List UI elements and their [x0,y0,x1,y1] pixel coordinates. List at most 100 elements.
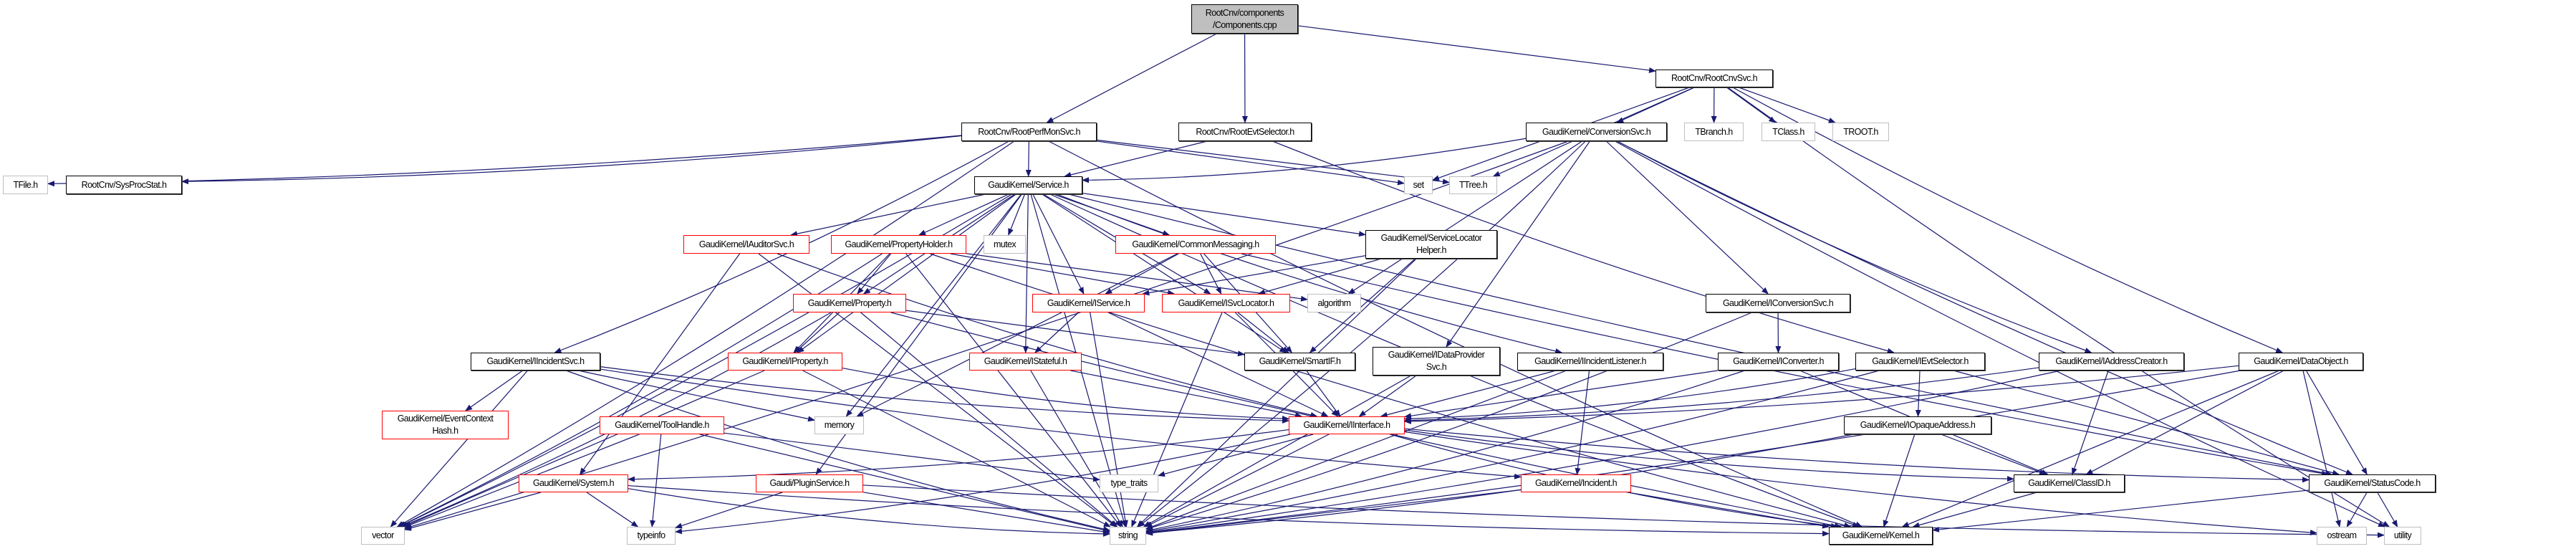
node-label: memory [824,420,855,430]
node-smartif[interactable]: GaudiKernel/SmartIF.h [1244,353,1355,371]
node-istateful[interactable]: GaudiKernel/IStateful.h [969,353,1082,371]
node-label: GaudiKernel/IEvtSelector.h [1872,356,1969,366]
edge-rootevtselector-to-ievtselector [1272,140,1895,354]
node-typeinfo: typeinfo [627,527,676,545]
edge-iauditorsvc-to-system [579,253,741,475]
node-iconversionsvc[interactable]: GaudiKernel/IConversionSvc.h [1706,294,1850,312]
edge-dataobject-to-kernel [1901,370,2280,527]
node-label: GaudiKernel/ConversionSvc.h [1542,126,1651,137]
edge-commonmessaging-to-statuscode [1241,253,2329,477]
node-rootevtselector[interactable]: RootCnv/RootEvtSelector.h [1178,123,1312,141]
node-system[interactable]: GaudiKernel/System.h [519,474,628,492]
node-label: set [1413,180,1424,190]
node-kernel[interactable]: GaudiKernel/Kernel.h [1829,527,1933,545]
edge-isvclocator-to-string [1131,312,1223,527]
edge-service-to-mutex [1008,194,1026,236]
node-ievtselector[interactable]: GaudiKernel/IEvtSelector.h [1855,353,1985,371]
edge-components-to-rootperfmonsvc [1046,33,1217,123]
edge-conversionsvc-to-algorithm [1347,140,1582,295]
node-iincidentsvc[interactable]: GaudiKernel/IIncidentSvc.h [471,353,600,371]
edge-rootevtselector-to-service [1064,140,1208,178]
node-tclass: TClass.h [1762,123,1815,141]
node-algorithm: algorithm [1307,294,1361,312]
node-label: Gaudi/PluginService.h [769,478,850,488]
edge-service-to-iauditorsvc [790,194,986,237]
edge-interface-to-classid [1404,429,2014,482]
node-rootcnvsvc[interactable]: RootCnv/RootCnvSvc.h [1655,70,1773,87]
node-classid[interactable]: GaudiKernel/ClassID.h [2014,474,2125,492]
edge-rootperfmonsvc-to-vector [396,140,1015,527]
node-label: GaudiKernel/Property.h [807,297,892,308]
node-vector: vector [361,527,405,545]
edge-pluginservice-to-string [862,492,1110,535]
node-statuscode[interactable]: GaudiKernel/StatusCode.h [2309,474,2436,492]
node-iincidentlistener[interactable]: GaudiKernel/IIncidentListener.h [1517,353,1663,371]
node-memory: memory [814,416,864,434]
node-propertyholder[interactable]: GaudiKernel/PropertyHolder.h [831,235,966,254]
node-label: Svc.h [1426,362,1447,372]
node-label: GaudiKernel/ClassID.h [2028,478,2110,488]
node-label: utility [2393,530,2412,540]
node-iproperty[interactable]: GaudiKernel/IProperty.h [728,353,842,371]
edge-iconverter-to-string [1145,370,1745,532]
edge-iaddresscreator-to-classid [2072,370,2109,475]
node-iopaqueaddress[interactable]: GaudiKernel/IOpaqueAddress.h [1844,416,1991,434]
node-isvclocator[interactable]: GaudiKernel/ISvcLocator.h [1162,294,1290,312]
edge-iservice-to-interface [1107,312,1329,417]
edge-iincidentlistener-to-interface [1380,370,1557,418]
node-label: GaudiKernel/IService.h [1047,297,1130,308]
node-sysprocstat[interactable]: RootCnv/SysProcStat.h [66,176,182,194]
edge-rootperfmonsvc-to-sysprocstat [181,135,962,185]
edge-system-to-string [628,488,1110,537]
node-label: type_traits [1110,478,1148,488]
node-label: GaudiKernel/EventContext [397,414,494,424]
edge-rootperfmonsvc-to-iincidentsvc [554,140,1009,353]
node-label: GaudiKernel/IDataProvider [1388,350,1485,360]
node-commonmessaging[interactable]: GaudiKernel/CommonMessaging.h [1115,235,1276,254]
node-label: string [1118,530,1138,540]
node-label: /Components.cpp [1213,19,1277,30]
node-idataprovidersvc[interactable]: GaudiKernel/IDataProvider Svc.h [1373,347,1500,376]
node-mutex: mutex [984,235,1026,254]
edge-iopaqueaddress-to-string [1145,434,1854,536]
node-label: GaudiKernel/System.h [532,478,615,488]
edge-service-to-istateful [1022,194,1029,353]
node-toolhandle[interactable]: GaudiKernel/ToolHandle.h [600,416,724,434]
node-rootperfmonsvc[interactable]: RootCnv/RootPerfMonSvc.h [961,123,1097,141]
node-conversionsvc[interactable]: GaudiKernel/ConversionSvc.h [1526,123,1667,141]
edge-iauditorsvc-to-interface [777,253,1318,418]
node-incident[interactable]: GaudiKernel/Incident.h [1521,474,1631,492]
node-label: GaudiKernel/IProperty.h [742,356,828,366]
node-ttree: TTree.h [1449,176,1497,194]
edge-conversionsvc-to-statuscode [1616,140,2353,475]
edge-rootperfmonsvc-to-set [1096,140,1405,186]
node-iauditorsvc[interactable]: GaudiKernel/IAuditorSvc.h [683,235,809,254]
node-dataobject[interactable]: GaudiKernel/DataObject.h [2239,353,2363,371]
node-label: mutex [993,239,1017,249]
node-pluginservice[interactable]: Gaudi/PluginService.h [756,474,863,492]
edge-statuscode-to-ostream [2346,492,2368,527]
edge-service-to-memory [845,194,1022,417]
node-iconverter[interactable]: GaudiKernel/IConverter.h [1718,353,1839,371]
node-iaddresscreator[interactable]: GaudiKernel/IAddressCreator.h [2039,353,2184,371]
edge-commonmessaging-to-isvclocator [1200,253,1222,295]
node-property[interactable]: GaudiKernel/Property.h [793,294,906,312]
edge-istateful-to-string [1030,370,1123,527]
node-interface[interactable]: GaudiKernel/IInterface.h [1289,416,1405,434]
node-iservice[interactable]: GaudiKernel/IService.h [1032,294,1145,312]
edge-service-to-iproperty [797,194,1017,353]
edge-iopaqueaddress-to-classid [1941,434,2047,475]
edge-istateful-to-interface [1070,370,1302,419]
node-label: typeinfo [637,530,666,540]
edge-incident-to-kernel [1628,492,1830,529]
edge-rootperfmonsvc-to-kernel [1048,140,1863,527]
node-service[interactable]: GaudiKernel/Service.h [974,176,1082,194]
node-servicelocatorhelper[interactable]: GaudiKernel/ServiceLocator Helper.h [1365,230,1497,259]
edge-ievtselector-to-iopaqueaddress [1915,370,1921,417]
edge-propertyholder-to-isvclocator [950,253,1176,296]
node-eventcontexthash[interactable]: GaudiKernel/EventContext Hash.h [382,411,509,439]
node-label: ostream [2327,530,2358,540]
edge-iproperty-to-vector [403,370,765,527]
node-ostream: ostream [2317,527,2367,545]
